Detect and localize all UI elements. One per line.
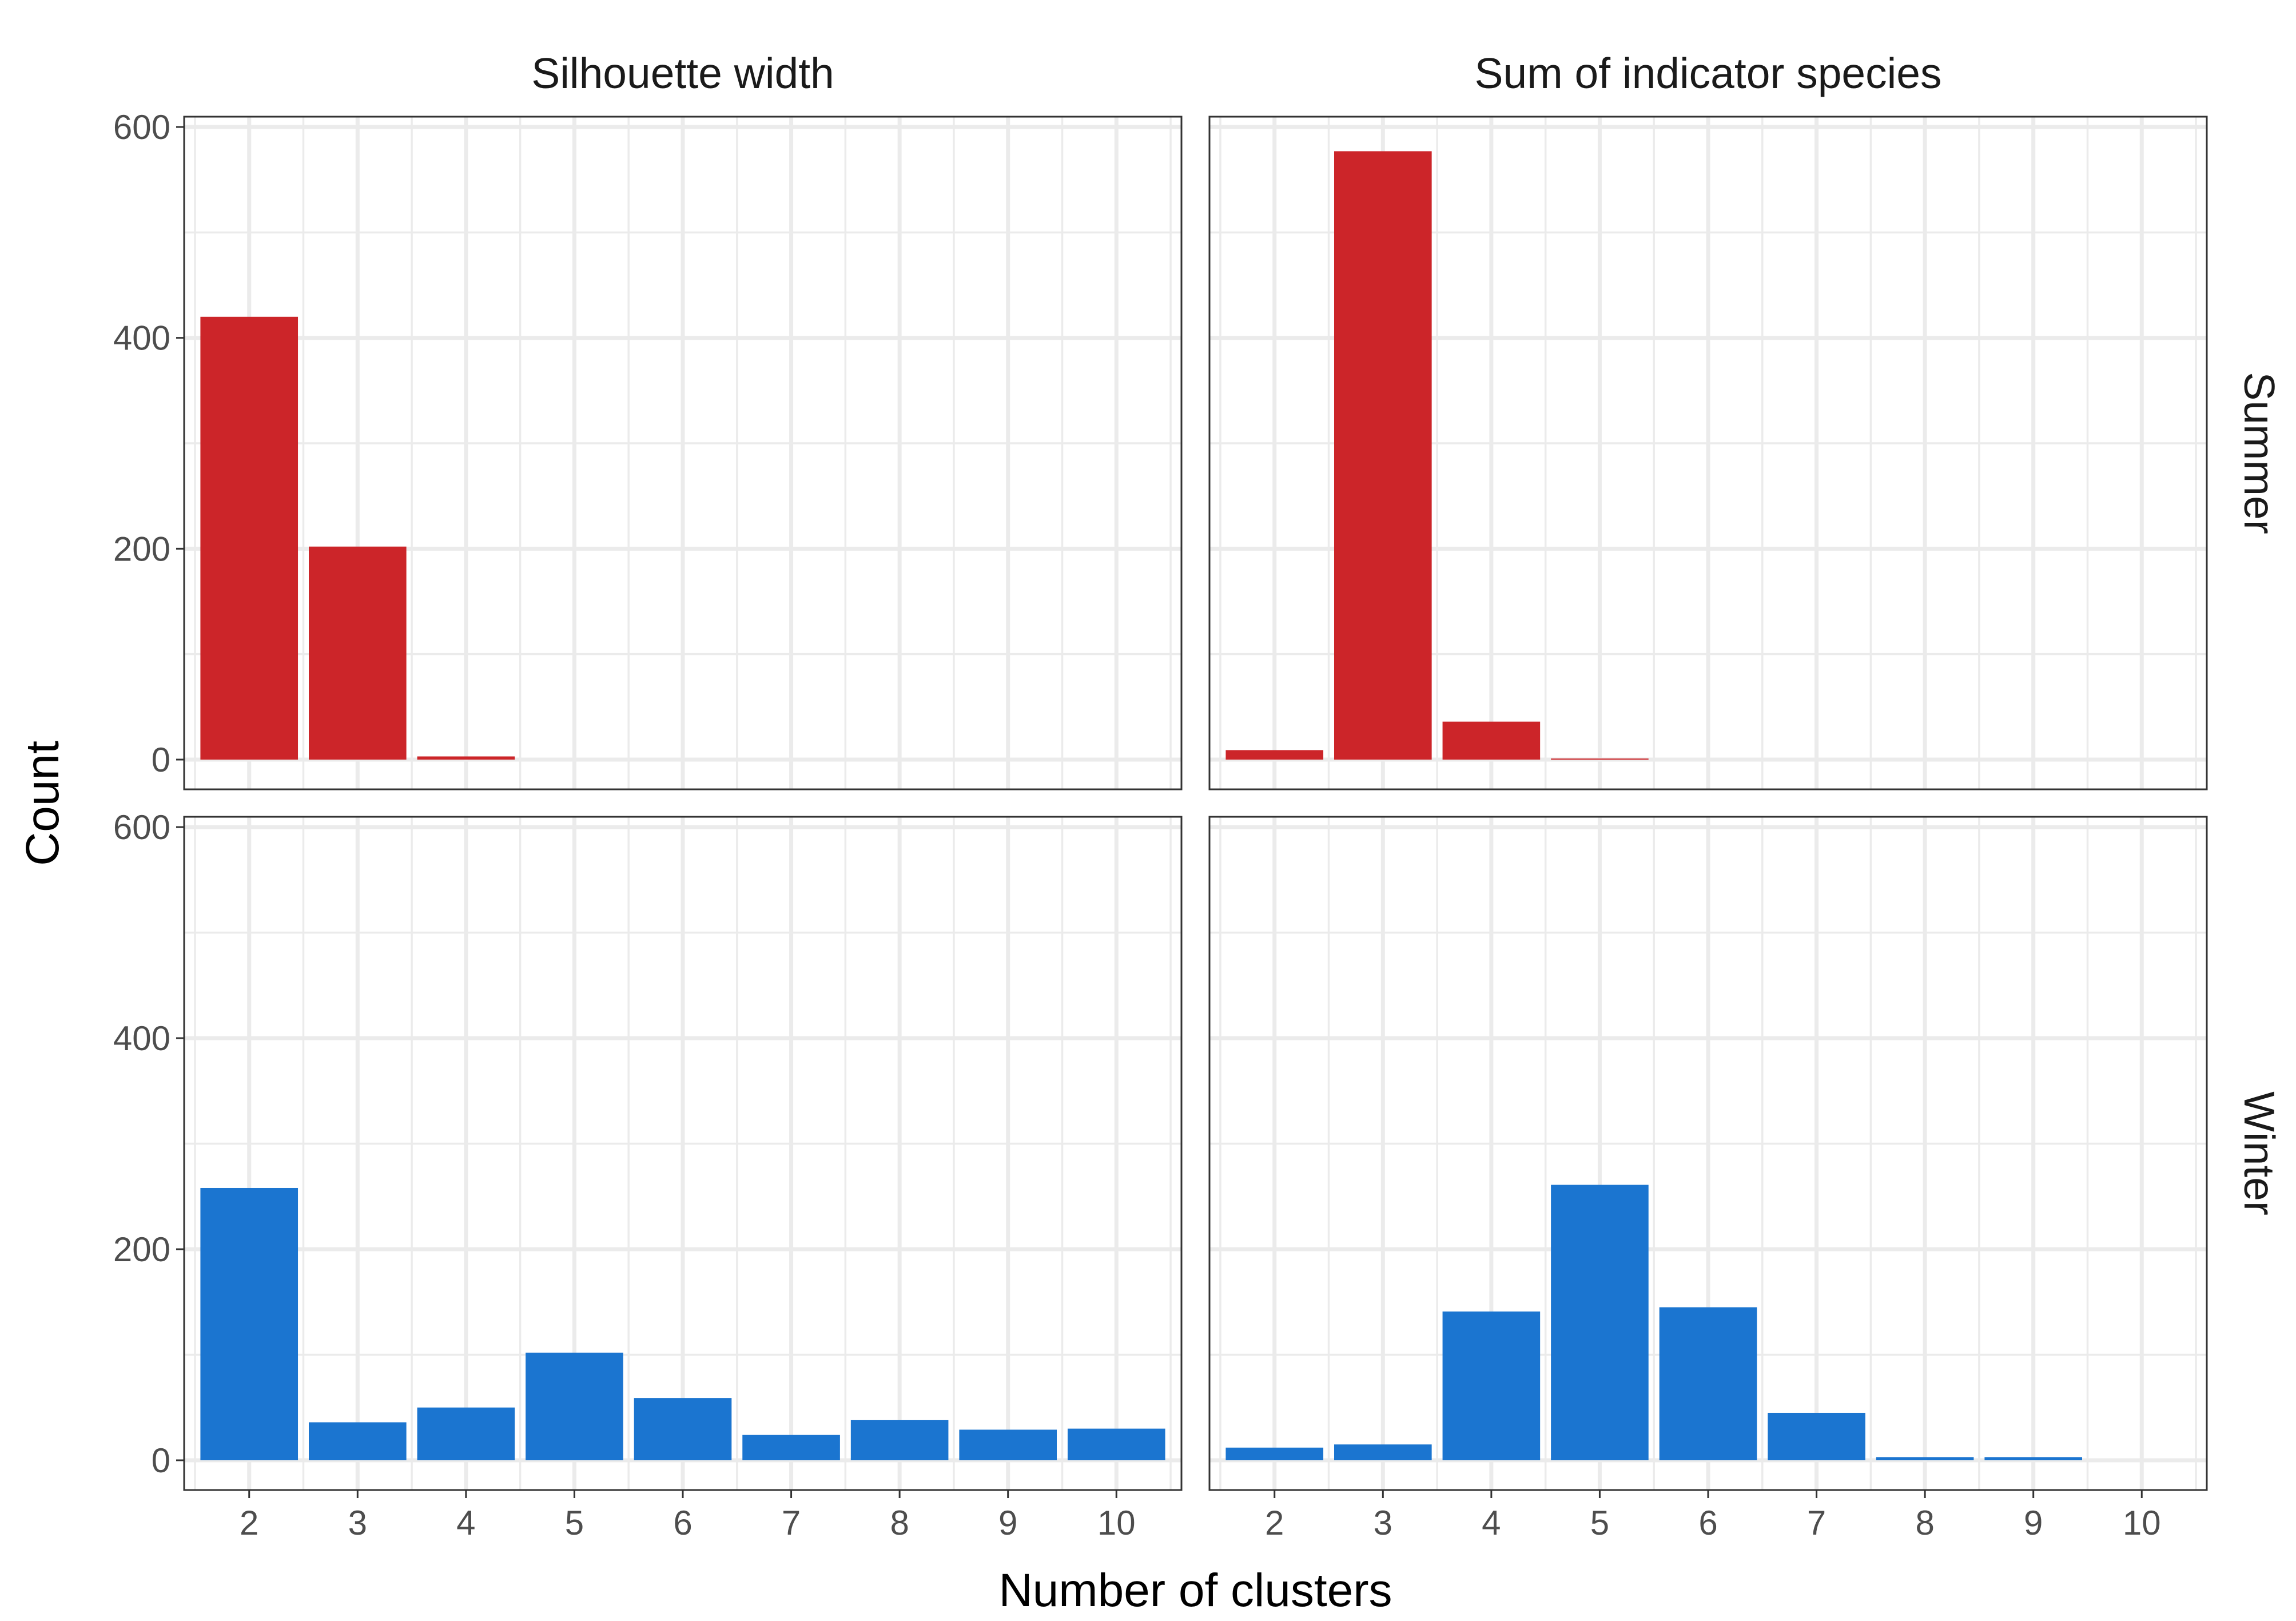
x-tick-label: 10 <box>2123 1504 2161 1542</box>
y-tick-label: 400 <box>113 1019 170 1058</box>
x-tick-label: 3 <box>348 1504 367 1542</box>
bar-summer-2 <box>1225 750 1324 760</box>
bar-winter-3 <box>1334 1444 1432 1460</box>
x-tick-label: 7 <box>1807 1504 1826 1542</box>
panel-summer-indicator <box>1208 116 2208 790</box>
facet-row-label: Winter <box>2235 1091 2283 1215</box>
bar-winter-8 <box>850 1420 949 1460</box>
bar-winter-6 <box>634 1398 732 1460</box>
panel-winter-indicator <box>1208 816 2208 1491</box>
bar-winter-5 <box>526 1352 623 1460</box>
bar-summer-5 <box>1551 758 1649 760</box>
bar-summer-4 <box>417 756 515 760</box>
y-tick-label: 0 <box>152 1441 170 1480</box>
x-tick-label: 8 <box>1915 1504 1934 1542</box>
bar-winter-7 <box>742 1435 840 1460</box>
x-tick-label: 3 <box>1374 1504 1392 1542</box>
facet-column-label: Silhouette width <box>531 49 834 97</box>
x-axis-title: Number of clusters <box>998 1564 1392 1616</box>
bar-winter-5 <box>1551 1185 1649 1460</box>
bar-summer-3 <box>309 546 407 760</box>
x-tick-label: 9 <box>998 1504 1017 1542</box>
y-tick-label: 200 <box>113 530 170 568</box>
x-tick-label: 4 <box>1482 1504 1501 1542</box>
y-tick-label: 0 <box>152 741 170 779</box>
x-tick-label: 2 <box>1265 1504 1284 1542</box>
bar-winter-8 <box>1876 1457 1974 1460</box>
panel-winter-silhouette <box>183 816 1183 1491</box>
x-tick-label: 9 <box>2024 1504 2043 1542</box>
x-tick-label: 6 <box>1698 1504 1717 1542</box>
panel-border <box>1208 116 2208 790</box>
y-tick-label: 600 <box>113 108 170 146</box>
bar-summer-2 <box>200 316 299 760</box>
bar-winter-2 <box>1225 1447 1324 1460</box>
bar-winter-3 <box>309 1422 407 1460</box>
facet-row-label: Summer <box>2235 372 2283 534</box>
y-tick-label: 600 <box>113 808 170 847</box>
y-tick-label: 200 <box>113 1230 170 1269</box>
bar-winter-10 <box>1067 1428 1165 1460</box>
bar-winter-9 <box>1984 1457 2082 1460</box>
bar-winter-7 <box>1768 1412 1865 1460</box>
facet-column-label: Sum of indicator species <box>1474 49 1941 97</box>
panel-summer-silhouette <box>183 116 1183 790</box>
bar-summer-3 <box>1334 151 1432 760</box>
bar-winter-4 <box>417 1407 515 1460</box>
x-tick-label: 5 <box>565 1504 584 1542</box>
bar-winter-2 <box>200 1187 299 1460</box>
x-tick-label: 4 <box>456 1504 475 1542</box>
x-tick-label: 10 <box>1097 1504 1136 1542</box>
x-tick-label: 5 <box>1590 1504 1609 1542</box>
x-tick-label: 2 <box>240 1504 258 1542</box>
x-tick-label: 8 <box>890 1504 909 1542</box>
bar-winter-4 <box>1442 1311 1541 1460</box>
y-axis-title: Count <box>17 741 69 866</box>
y-tick-label: 400 <box>113 319 170 357</box>
x-tick-label: 6 <box>673 1504 692 1542</box>
bar-winter-9 <box>959 1429 1057 1460</box>
bar-summer-4 <box>1442 721 1541 760</box>
bar-winter-6 <box>1659 1307 1757 1460</box>
x-tick-label: 7 <box>782 1504 801 1542</box>
panel-border <box>183 116 1183 790</box>
